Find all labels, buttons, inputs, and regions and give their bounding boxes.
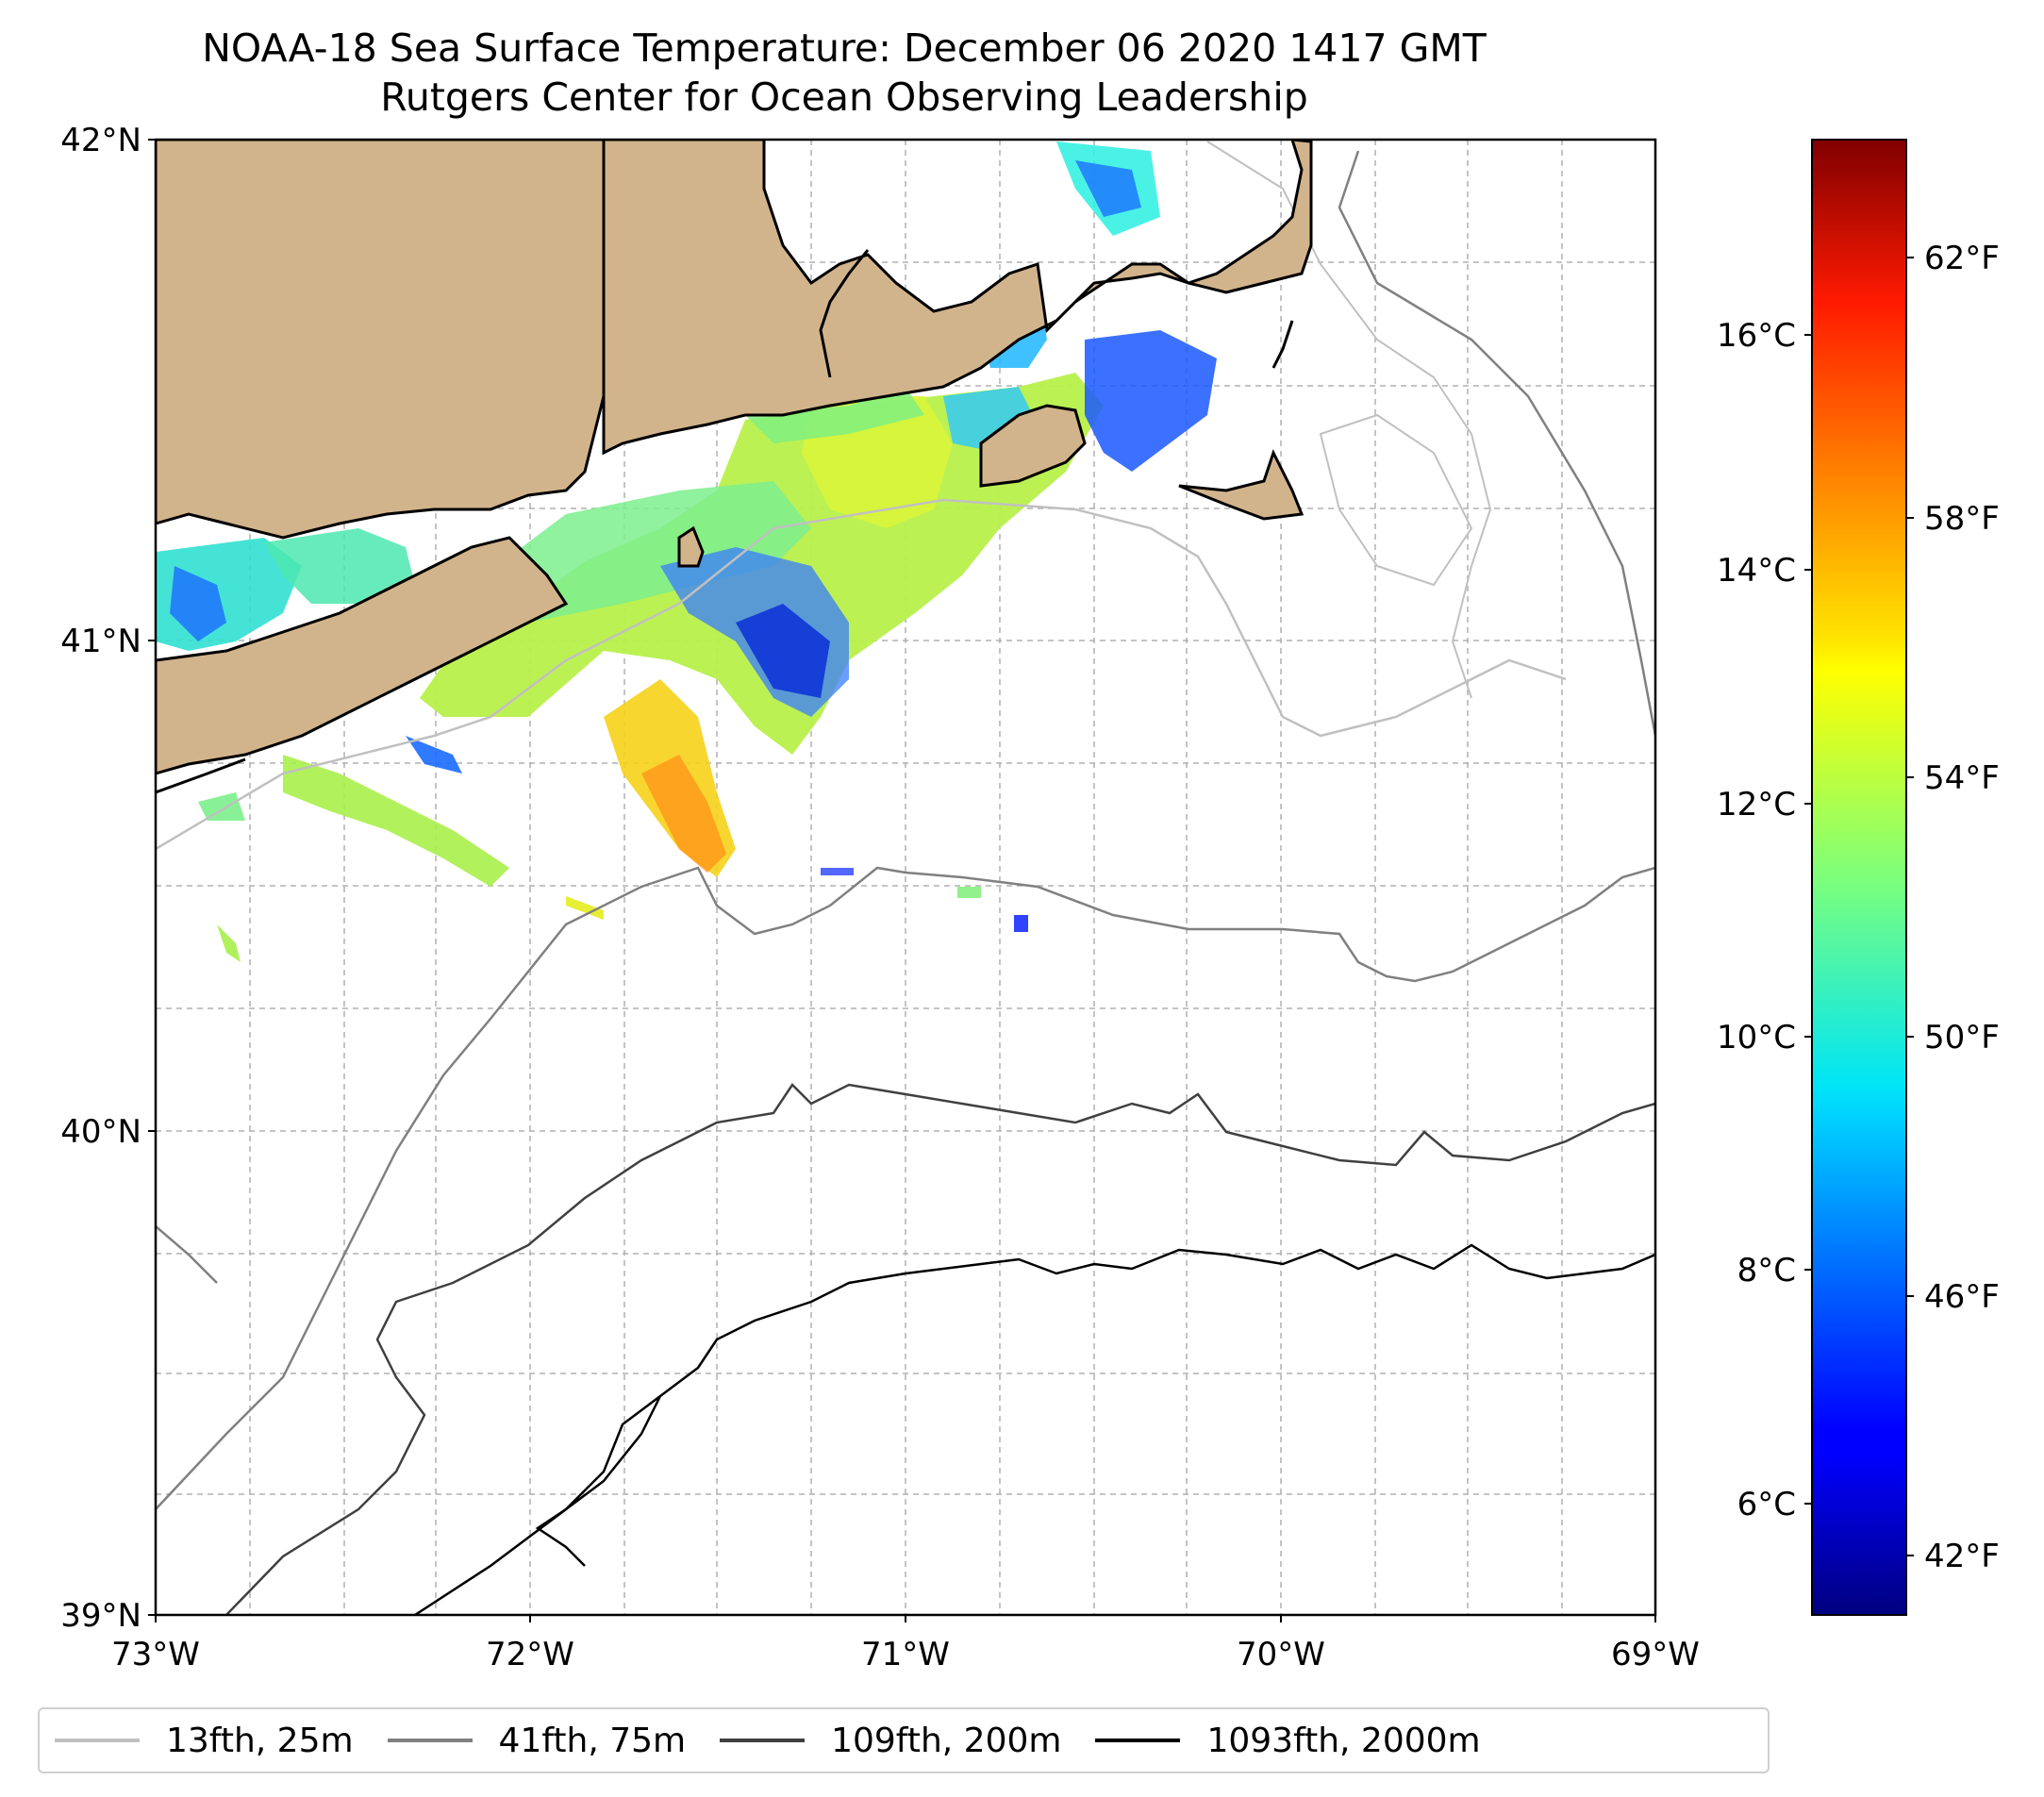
legend-label: 109fth, 200m <box>831 1721 1062 1760</box>
colorbar-fahrenheit-label: 42°F <box>1924 1538 2000 1575</box>
lat-tick-label: 40°N <box>60 1113 141 1151</box>
map-panel <box>156 140 1655 1615</box>
chart-subtitle: Rutgers Center for Ocean Observing Leade… <box>380 75 1308 120</box>
colorbar-celsius-label: 6°C <box>1737 1486 1796 1523</box>
lat-tick-label: 42°N <box>60 122 141 159</box>
lon-tick-label: 73°W <box>111 1636 200 1673</box>
legend-line-200m <box>720 1739 806 1742</box>
land-masses <box>156 140 1313 775</box>
legend-item: 109fth, 200m <box>720 1722 1061 1760</box>
colorbar-fahrenheit-label: 62°F <box>1924 240 2000 277</box>
lat-tick-label: 41°N <box>60 623 141 660</box>
legend-item: 13fth, 25m <box>55 1722 354 1760</box>
lon-tick-label: 70°W <box>1237 1636 1325 1673</box>
lon-tick-label: 71°W <box>861 1636 950 1673</box>
lon-tick-label: 72°W <box>486 1636 574 1673</box>
colorbar-celsius-label: 12°C <box>1717 786 1796 824</box>
legend-label: 13fth, 25m <box>166 1721 354 1760</box>
legend: 13fth, 25m 41fth, 75m 109fth, 200m 1093f… <box>38 1707 1770 1773</box>
colorbar-celsius-label: 8°C <box>1737 1252 1796 1290</box>
legend-label: 41fth, 75m <box>498 1721 687 1760</box>
colorbar-fahrenheit-label: 54°F <box>1924 759 2000 797</box>
legend-line-25m <box>55 1739 140 1742</box>
legend-item: 41fth, 75m <box>387 1721 687 1760</box>
colorbar-fahrenheit-label: 50°F <box>1924 1019 2000 1057</box>
colorbar-celsius-label: 14°C <box>1717 552 1796 590</box>
colorbar-fahrenheit-label: 46°F <box>1924 1278 2000 1316</box>
chart-title: NOAA-18 Sea Surface Temperature: Decembe… <box>202 25 1487 71</box>
legend-label: 1093fth, 2000m <box>1206 1721 1481 1760</box>
colorbar-celsius-label: 10°C <box>1717 1019 1796 1057</box>
lat-tick-label: 39°N <box>60 1597 141 1635</box>
colorbar-celsius-label: 16°C <box>1717 317 1796 355</box>
legend-line-2000m <box>1095 1739 1181 1742</box>
colorbar-fahrenheit-label: 58°F <box>1924 500 2000 538</box>
legend-item: 1093fth, 2000m <box>1095 1721 1481 1760</box>
bathymetry-contours <box>156 141 1655 1615</box>
lon-tick-label: 69°W <box>1611 1636 1700 1673</box>
legend-line-75m <box>387 1739 473 1742</box>
colorbar: 16°C 14°C 12°C 10°C 8°C 6°C 62°F 58°F 54… <box>1717 139 2000 1616</box>
